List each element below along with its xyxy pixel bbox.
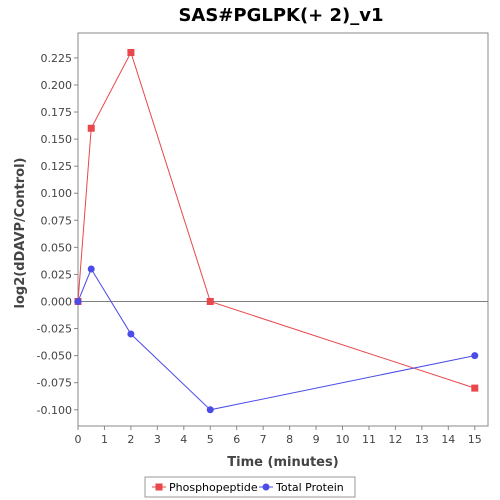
y-axis-label: log2(dDAVP/Control) [13, 158, 28, 309]
y-tick-label: -0.025 [37, 323, 72, 336]
y-tick-label: 0.200 [41, 79, 73, 92]
y-tick-label: 0.225 [41, 52, 73, 65]
x-axis-label: Time (minutes) [227, 455, 338, 470]
chart-title: SAS#PGLPK(+ 2)_v1 [178, 5, 383, 26]
x-tick-label: 2 [127, 433, 134, 446]
x-tick-label: 0 [75, 433, 82, 446]
y-tick-label: 0.100 [41, 187, 73, 200]
x-tick-label: 9 [313, 433, 320, 446]
legend-marker-circle [262, 483, 270, 491]
y-tick-label: -0.075 [37, 377, 72, 390]
x-tick-label: 5 [207, 433, 214, 446]
legend-marker-square [155, 483, 163, 491]
x-tick-label: 7 [260, 433, 267, 446]
x-tick-label: 4 [180, 433, 187, 446]
data-point-circle [87, 265, 95, 273]
x-tick-label: 8 [286, 433, 293, 446]
y-tick-label: 0.025 [41, 268, 73, 281]
y-tick-label: 0.000 [41, 295, 73, 308]
x-tick-label: 15 [468, 433, 482, 446]
y-tick-label: 0.050 [41, 241, 73, 254]
series-layer [74, 48, 479, 414]
y-tick-label: 0.175 [41, 106, 73, 119]
x-tick-label: 10 [336, 433, 350, 446]
data-point-square [471, 384, 479, 392]
y-tick-label: 0.075 [41, 214, 73, 227]
x-tick-label: 14 [441, 433, 455, 446]
x-axis: 0 1 2 3 4 5 6 7 8 9 10 11 12 13 14 15 [75, 426, 482, 446]
y-tick-label: 0.150 [41, 133, 73, 146]
x-tick-label: 6 [233, 433, 240, 446]
data-point-circle [74, 297, 82, 305]
legend-box [144, 476, 356, 498]
y-tick-label: 0.125 [41, 160, 73, 173]
y-tick-label: -0.050 [37, 350, 72, 363]
legend-label: Total Protein [275, 481, 344, 494]
data-point-circle [206, 406, 214, 414]
legend: Phosphopeptide Total Protein [144, 476, 356, 498]
data-point-circle [127, 330, 135, 338]
y-axis: -0.100 -0.075 -0.050 -0.025 0.000 0.025 0.050 0… [37, 52, 78, 417]
x-tick-label: 13 [415, 433, 429, 446]
x-tick-label: 12 [388, 433, 402, 446]
x-tick-label: 1 [101, 433, 108, 446]
x-tick-label: 11 [362, 433, 376, 446]
legend-label: Phosphopeptide [169, 481, 258, 494]
data-point-square [127, 48, 135, 56]
plot-area [77, 32, 489, 427]
y-tick-label: -0.100 [37, 404, 72, 417]
data-point-square [87, 124, 95, 132]
data-point-circle [471, 352, 479, 360]
plot-border [77, 32, 489, 427]
x-tick-label: 3 [154, 433, 161, 446]
data-point-square [206, 297, 214, 305]
